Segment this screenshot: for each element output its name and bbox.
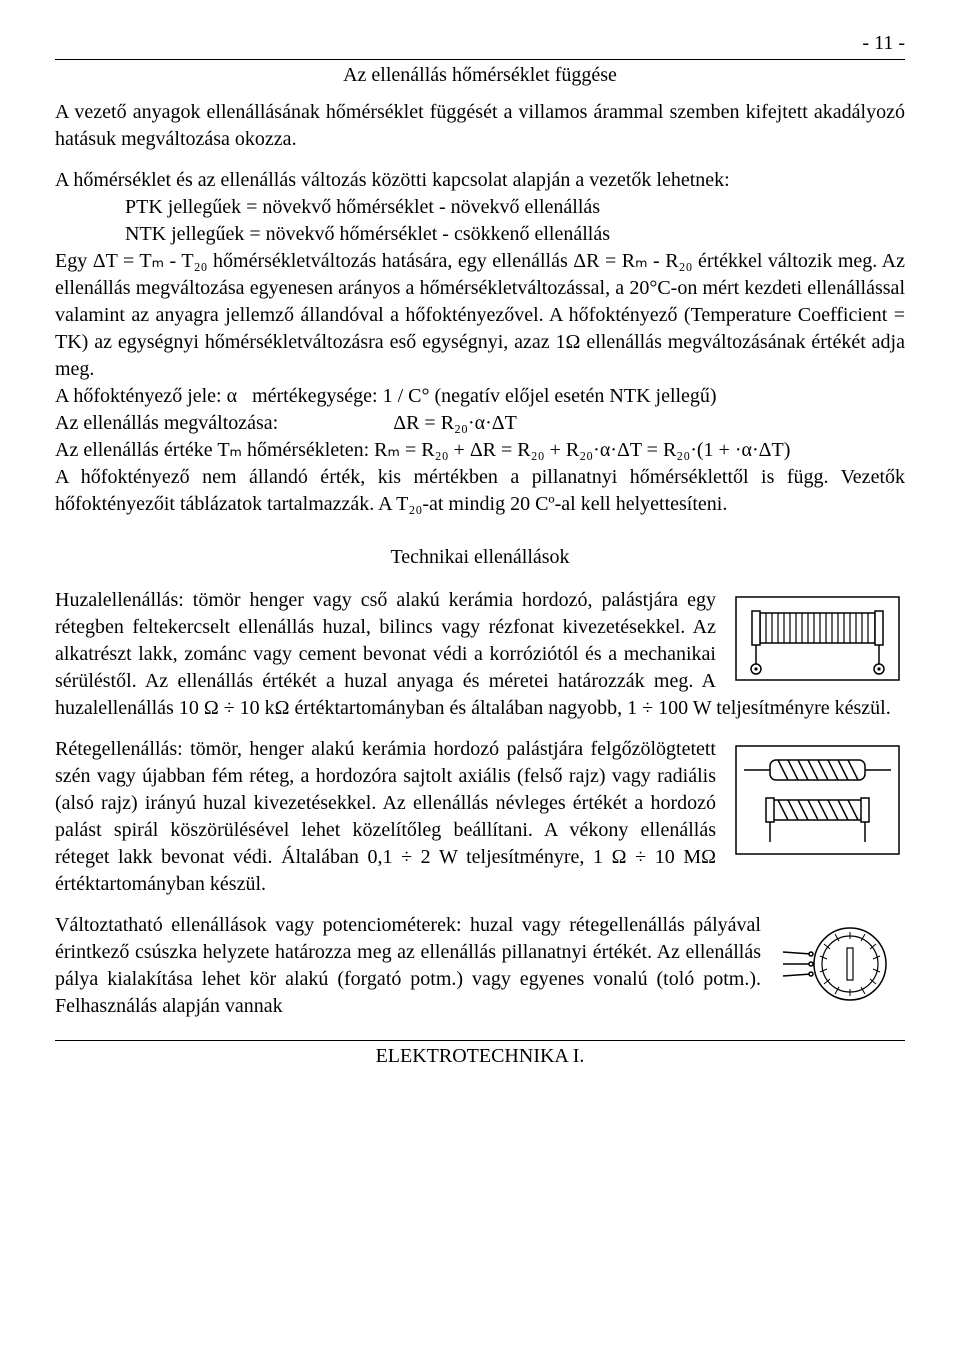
bottom-rule	[55, 1040, 905, 1041]
ptk-line: PTK jellegűek = növekvő hőmérséklet - nö…	[125, 194, 905, 221]
paragraph-6: Az ellenállás értéke Tₘ hőmérsékleten: R…	[55, 437, 905, 464]
wirewound-resistor-icon	[730, 591, 905, 686]
paragraph-3: Egy ΔT = Tₘ - T₂₀ hőmérsékletváltozás ha…	[55, 248, 905, 383]
paragraph-7: A hőfoktényező nem állandó érték, kis mé…	[55, 464, 905, 518]
film-resistor-icon	[730, 740, 905, 860]
potentiometer-icon	[775, 916, 905, 1011]
ntk-line: NTK jellegűek = növekvő hőmérséklet - cs…	[125, 221, 905, 248]
page-number: - 11 -	[55, 30, 905, 57]
paragraph-intro-1: A vezető anyagok ellenállásának hőmérsék…	[55, 99, 905, 153]
top-rule	[55, 59, 905, 60]
paragraph-intro-2: A hőmérséklet és az ellenállás változás …	[55, 167, 905, 194]
footer-title: ELEKTROTECHNIKA I.	[55, 1043, 905, 1070]
paragraph-5: Az ellenállás megváltozása: ΔR = R₂₀·α·Δ…	[55, 410, 905, 437]
section-title: Technikai ellenállások	[55, 544, 905, 571]
main-title: Az ellenállás hőmérséklet függése	[55, 62, 905, 89]
paragraph-4: A hőfoktényező jele: α mértékegysége: 1 …	[55, 383, 905, 410]
